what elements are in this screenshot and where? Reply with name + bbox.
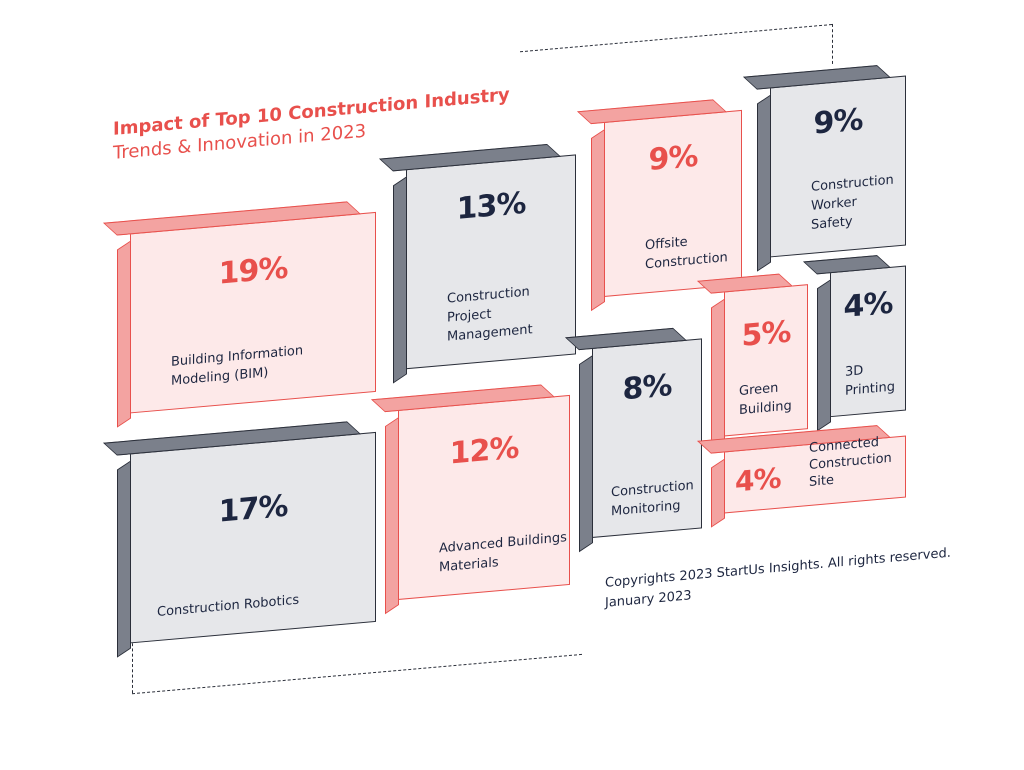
tile-building-information-modeling-bim: 19% Building Information Modeling (BIM) xyxy=(103,201,376,428)
tile-label: Construction Worker Safety xyxy=(811,172,894,233)
tile-construction-robotics: 17% Construction Robotics xyxy=(103,421,376,658)
tile-value: 9% xyxy=(813,102,863,142)
tile-label: Construction Project Management xyxy=(447,284,533,345)
dashed-frame-right xyxy=(832,23,833,65)
tile-side-face xyxy=(591,128,605,312)
tile-label: Green Building xyxy=(739,380,792,419)
tile-construction-worker-safety: 9% Construction Worker Safety xyxy=(743,65,906,272)
dashed-frame-left xyxy=(132,643,133,694)
tile-side-face xyxy=(817,279,831,432)
tile-label: Construction Robotics xyxy=(157,592,300,621)
tile-advanced-buildings-materials: 12% Advanced Buildings Materials xyxy=(371,384,570,615)
date-text: January 2023 xyxy=(605,588,692,611)
tile-value: 13% xyxy=(456,185,526,227)
tile-side-face xyxy=(711,298,725,451)
tile-3d-printing: 4% 3D Printing xyxy=(803,255,906,432)
tile-side-face xyxy=(579,354,593,553)
tile-top-face xyxy=(743,65,891,90)
tile-top-face xyxy=(371,384,555,413)
tile-label: Building Information Modeling (BIM) xyxy=(171,343,304,389)
tile-label: Advanced Buildings Materials xyxy=(439,530,567,576)
tile-value: 17% xyxy=(218,488,288,530)
tile-top-face xyxy=(379,143,561,172)
tile-top-face xyxy=(103,421,361,456)
tile-side-face xyxy=(385,416,399,615)
tile-value: 12% xyxy=(449,430,519,472)
tile-connected-construction-site: 4% Connected Construction Site xyxy=(697,425,906,528)
tile-value: 5% xyxy=(741,314,791,354)
tile-top-face xyxy=(103,201,361,236)
tile-side-face xyxy=(757,94,771,272)
dashed-frame-top xyxy=(520,24,832,53)
treemap-tiles: 19% Building Information Modeling (BIM) 13… xyxy=(0,0,1024,658)
tile-top-face xyxy=(803,255,891,275)
tile-label: Connected Construction Site xyxy=(809,434,892,491)
tile-top-face xyxy=(577,99,727,125)
tile-construction-project-management: 13% Construction Project Management xyxy=(379,143,576,384)
tile-value: 4% xyxy=(843,285,893,325)
tile-green-building: 5% Green Building xyxy=(697,273,808,451)
tile-value: 4% xyxy=(735,461,781,499)
tile-side-face xyxy=(117,460,131,658)
tile-value: 9% xyxy=(648,138,698,179)
tile-value: 8% xyxy=(622,368,672,408)
tile-offsite-construction: 9% Offsite Construction xyxy=(577,99,742,312)
dashed-frame-bottom xyxy=(132,653,582,695)
tile-construction-monitoring: 8% Construction Monitoring xyxy=(565,327,702,553)
tile-value: 19% xyxy=(218,250,288,292)
tile-side-face xyxy=(711,458,725,528)
tile-label: 3D Printing xyxy=(845,363,896,399)
tile-label: Offsite Construction xyxy=(645,234,728,273)
tile-label: Construction Monitoring xyxy=(611,478,694,520)
copyright-text: Copyrights 2023 StartUs Insights. All ri… xyxy=(605,545,951,591)
tile-top-face xyxy=(565,327,687,351)
tile-side-face xyxy=(393,176,407,384)
tile-side-face xyxy=(117,240,131,428)
